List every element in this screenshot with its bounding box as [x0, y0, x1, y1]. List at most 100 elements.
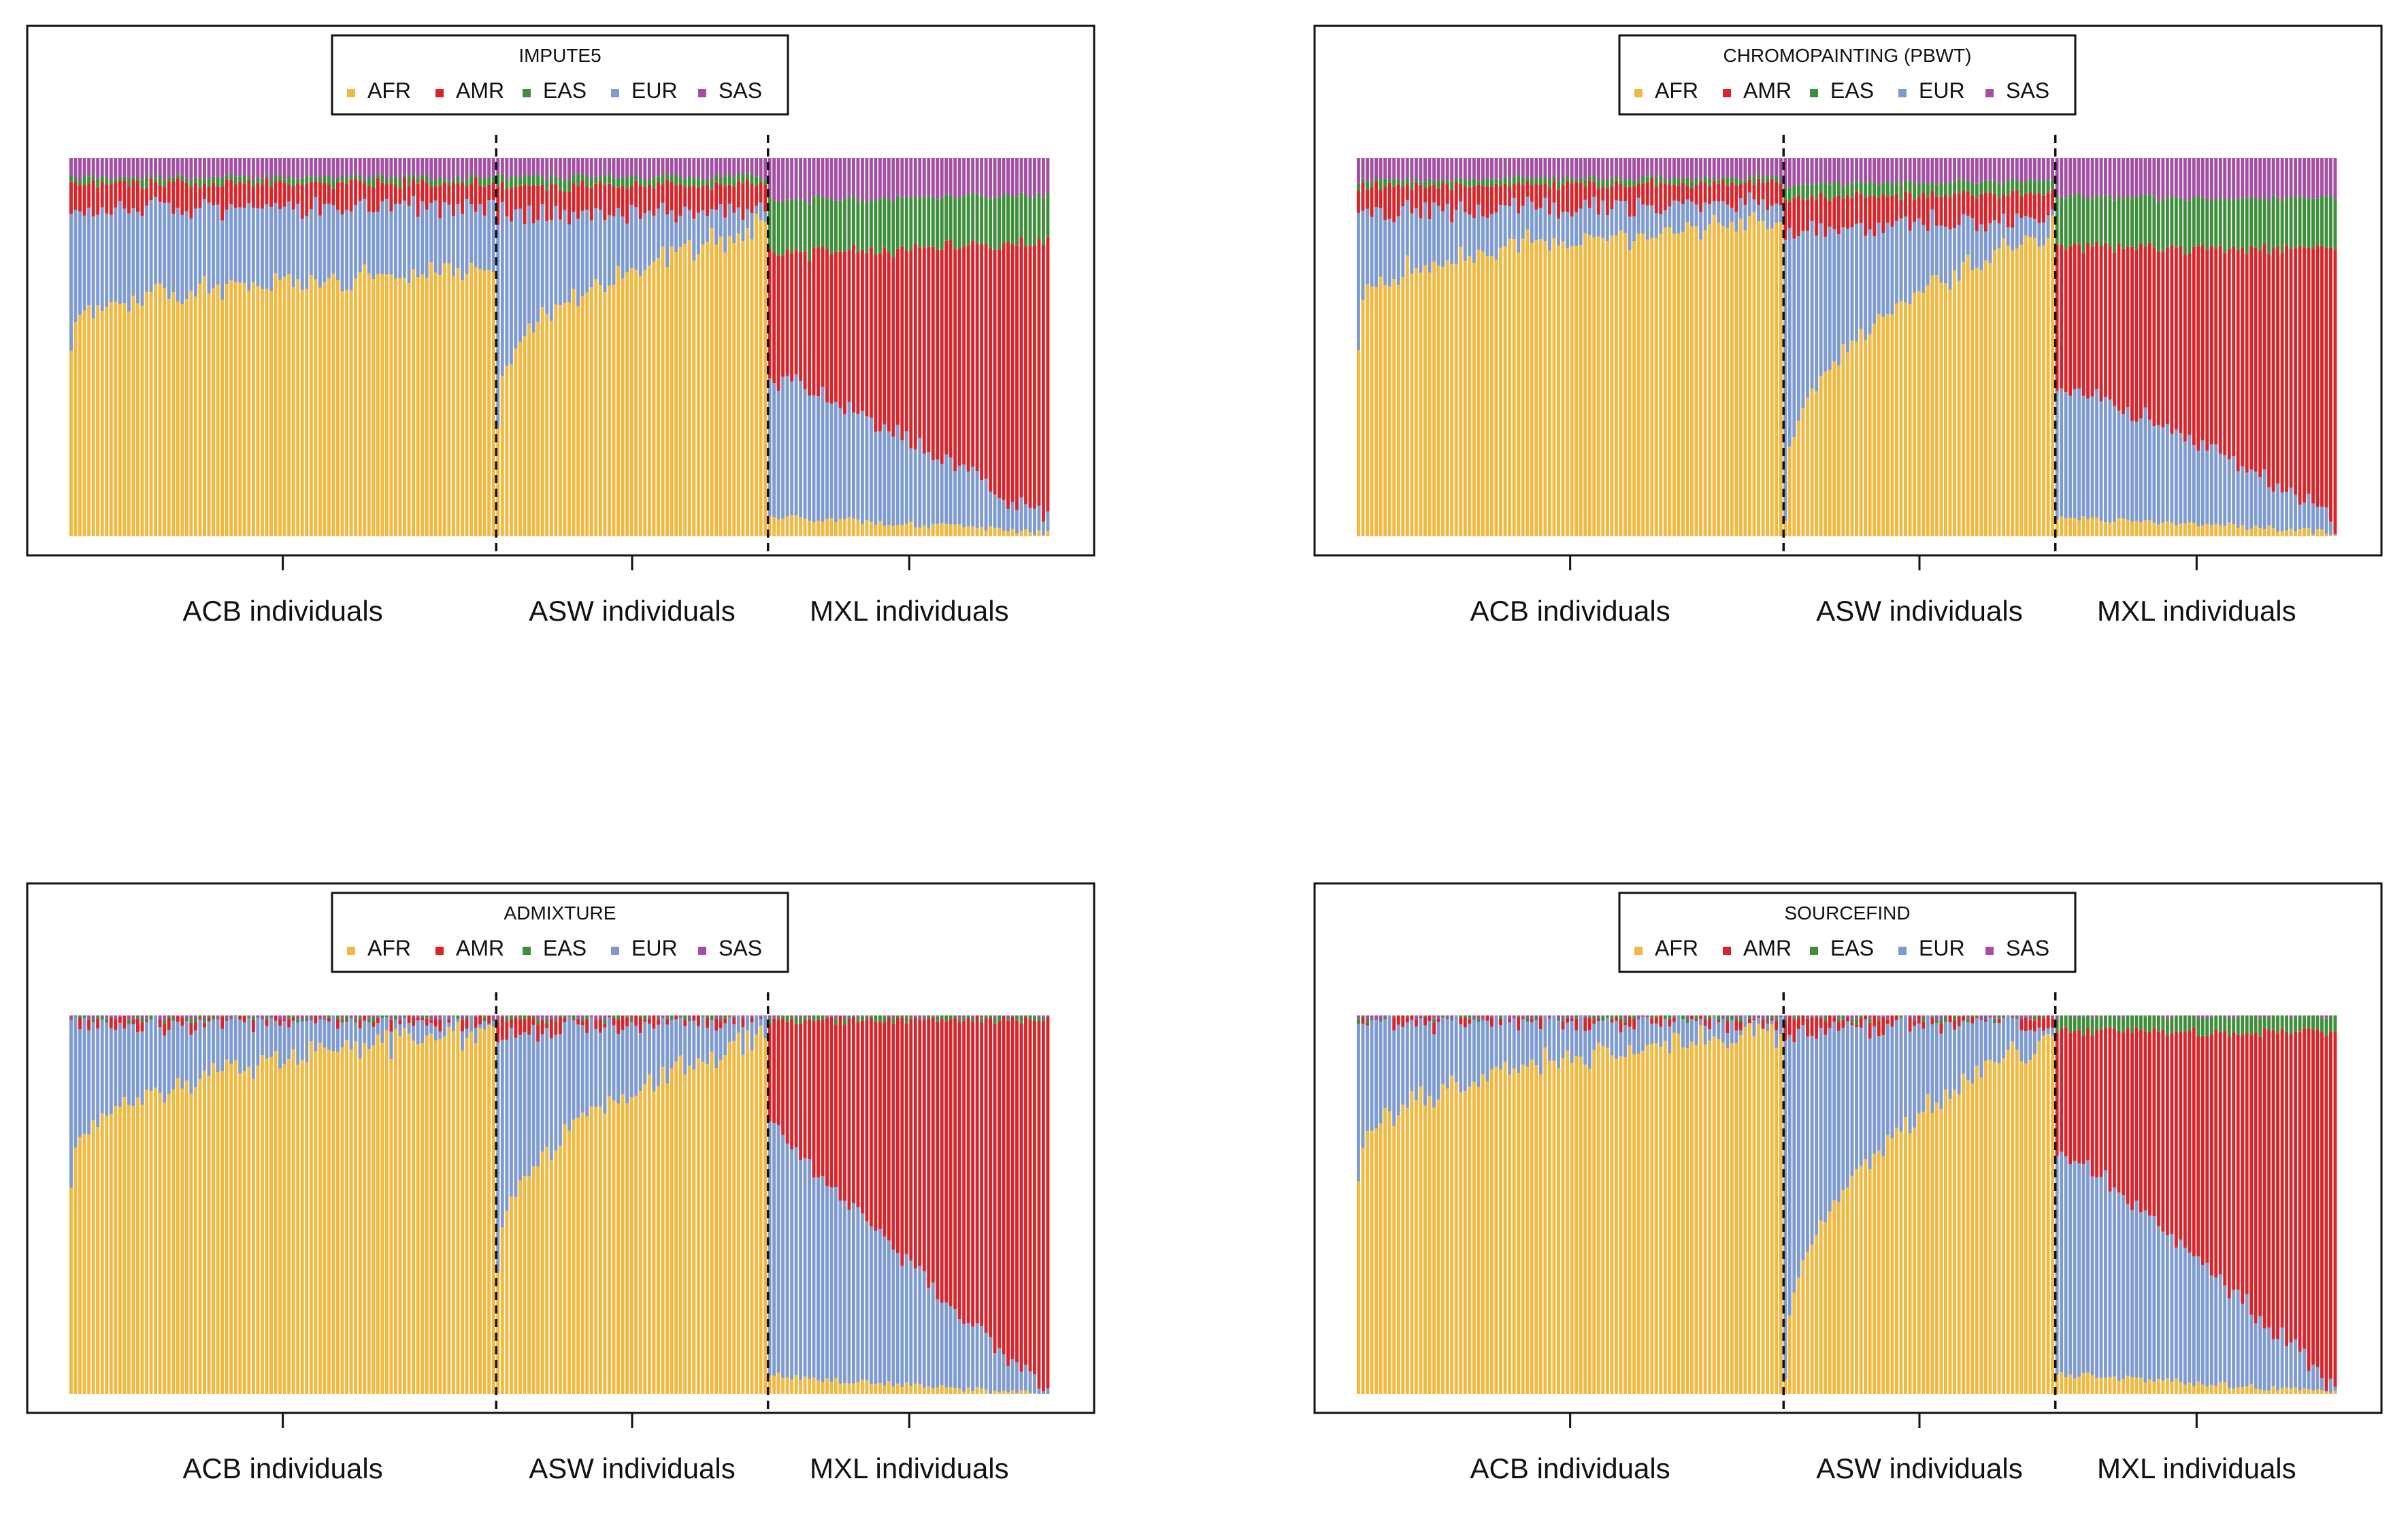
bar-segment-amr	[425, 1018, 429, 1026]
bar-segment-eur	[1694, 204, 1698, 227]
bar-segment-afr	[1948, 289, 1952, 536]
bar-segment-afr	[1962, 1073, 1966, 1394]
bar-segment-afr	[1454, 264, 1458, 536]
bar-segment-eas	[821, 1015, 825, 1020]
bar-segment-sas	[1366, 1015, 1369, 1019]
bar-segment-amr	[2015, 190, 2019, 214]
bar-segment-amr	[1993, 193, 1996, 221]
bar-segment-eur	[799, 1160, 803, 1380]
bar-segment-sas	[96, 158, 100, 179]
bar-segment-amr	[678, 184, 682, 216]
bar-segment-amr	[1983, 1020, 1988, 1022]
bar-segment-eas	[1775, 176, 1779, 182]
bar-segment-amr	[2011, 191, 2015, 228]
bar-segment-amr	[2156, 1031, 2160, 1226]
bar-segment-eas	[953, 198, 957, 250]
bar-segment-amr	[2262, 244, 2266, 470]
bar-segment-afr	[158, 1092, 162, 1394]
bar-segment-sas	[1042, 158, 1045, 199]
bar-segment-afr	[1419, 1086, 1423, 1394]
bar-segment-amr	[2032, 1020, 2036, 1032]
bar-segment-amr	[922, 247, 926, 454]
bar-segment-eas	[265, 1015, 269, 1020]
bar-segment-eur	[1534, 209, 1538, 241]
bar-segment-eas	[2200, 1017, 2205, 1036]
bar-segment-afr	[563, 302, 567, 536]
bar-segment-sas	[1538, 1015, 1543, 1017]
bar-segment-sas	[856, 1015, 860, 1018]
bar-segment-eas	[1552, 175, 1556, 182]
bar-segment-amr	[482, 186, 486, 216]
bar-segment-afr	[314, 279, 318, 536]
bar-segment-afr	[1570, 246, 1574, 536]
bar-segment-sas	[1561, 1015, 1565, 1020]
bar-segment-eur	[670, 1020, 674, 1069]
bar-segment-eas	[714, 174, 719, 182]
bar-segment-eur	[2258, 477, 2262, 529]
bar-segment-sas	[2086, 158, 2090, 197]
bar-segment-eas	[2294, 197, 2297, 248]
bar-segment-afr	[305, 289, 309, 536]
bar-segment-sas	[2276, 158, 2280, 198]
bar-segment-sas	[2258, 1015, 2262, 1019]
bar-segment-eur	[1988, 223, 1992, 263]
bar-segment-afr	[2214, 1386, 2218, 1394]
bar-segment-afr	[1366, 1130, 1369, 1394]
bar-segment-eur	[2055, 391, 2059, 520]
bar-segment-afr	[1374, 1128, 1379, 1394]
legend-label-afr: AFR	[1655, 78, 1698, 103]
bar-segment-eur	[1953, 1030, 1957, 1090]
bar-segment-eas	[2046, 180, 2050, 193]
bar-segment-eas	[2134, 196, 2139, 250]
bar-segment-sas	[1512, 158, 1516, 177]
bar-segment-amr	[1738, 1021, 1743, 1030]
bar-segment-afr	[2303, 1388, 2306, 1394]
bar-segment-afr	[1957, 1094, 1961, 1394]
bar-segment-eas	[1694, 177, 1698, 185]
bar-segment-amr	[878, 1021, 882, 1230]
bar-segment-eur	[2311, 1365, 2315, 1390]
bar-segment-eur	[993, 1353, 997, 1391]
bar-segment-sas	[1672, 1015, 1676, 1017]
bar-segment-eas	[971, 193, 975, 241]
bar-segment-eas	[598, 176, 602, 182]
bar-segment-eas	[634, 176, 638, 181]
bar-segment-eur	[1046, 1388, 1050, 1394]
bar-segment-eur	[1632, 1029, 1636, 1055]
bar-segment-eur	[1690, 201, 1694, 227]
bar-segment-eas	[127, 178, 131, 186]
bar-segment-sas	[794, 1015, 798, 1019]
bar-segment-afr	[207, 293, 211, 536]
bar-segment-eur	[1574, 212, 1579, 246]
bar-segment-eur	[505, 1039, 509, 1211]
bar-segment-eas	[398, 179, 402, 189]
bar-segment-amr	[500, 182, 504, 202]
bar-segment-eur	[1663, 1018, 1667, 1041]
bar-segment-amr	[1699, 182, 1703, 212]
bar-segment-eur	[1410, 213, 1414, 274]
bar-segment-afr	[2276, 532, 2280, 536]
bar-segment-sas	[398, 1015, 402, 1020]
bar-segment-sas	[1490, 1015, 1494, 1018]
bar-segment-afr	[1641, 233, 1645, 536]
bar-segment-afr	[429, 261, 433, 536]
bar-segment-eas	[1983, 1018, 1988, 1020]
bar-segment-amr	[1904, 191, 1908, 217]
bar-segment-eur	[2134, 1201, 2139, 1378]
bar-segment-eur	[238, 207, 242, 283]
bar-segment-eur	[2108, 1191, 2112, 1378]
bar-segment-eur	[674, 1019, 678, 1062]
bar-segment-eas	[225, 175, 229, 180]
bar-segment-amr	[874, 254, 878, 432]
bar-segment-sas	[1783, 1015, 1787, 1020]
bar-segment-afr	[1855, 341, 1858, 536]
bar-segment-sas	[247, 1015, 251, 1017]
bar-segment-amr	[1944, 195, 1947, 227]
bar-segment-afr	[2108, 1377, 2112, 1394]
bar-segment-amr	[1436, 1019, 1440, 1022]
bar-segment-eas	[683, 178, 687, 187]
bar-segment-amr	[781, 1018, 785, 1135]
bar-segment-amr	[687, 186, 691, 210]
bar-segment-sas	[1557, 158, 1560, 182]
